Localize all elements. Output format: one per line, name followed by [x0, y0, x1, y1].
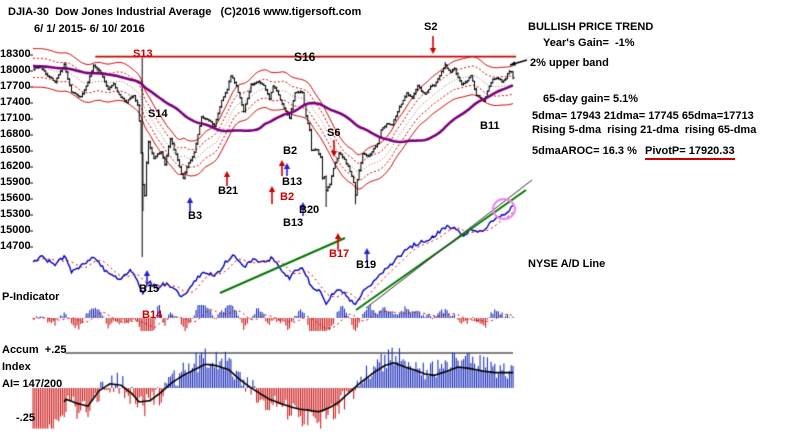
signal-label-b21-8: B21 — [218, 185, 239, 197]
pivot-value: PivotP= 17920.33 — [645, 146, 735, 160]
signal-label-b17-12: B17 — [329, 248, 350, 260]
y-axis-label: 15600 — [0, 192, 31, 204]
y-axis-label: 15300 — [0, 208, 31, 220]
ad-line-label: NYSE A/D Line — [528, 258, 606, 270]
y-axis-label: 15900 — [0, 176, 31, 188]
chart-title: DJIA-30 Dow Jones Industrial Average (C)… — [8, 6, 362, 18]
signal-label-b11-14: B11 — [480, 120, 500, 132]
y-axis-label: 14700 — [0, 240, 31, 252]
ai-value: AI= 147/200 — [2, 378, 63, 390]
signal-label-s6-5: S6 — [327, 127, 341, 139]
dma-rising: Rising 5-dma rising 21-dma rising 65-dma — [532, 124, 757, 136]
signal-label-b2-7: B2 — [280, 191, 295, 203]
y-axis-label: 16500 — [0, 144, 31, 156]
signal-label-s13-0: S13 — [133, 48, 153, 60]
upper-band-note: 2% upper band — [530, 57, 609, 69]
y-axis-label: 17100 — [0, 112, 31, 124]
gain-65day: 65-day gain= 5.1% — [543, 93, 639, 105]
y-axis-label: 15000 — [0, 224, 31, 236]
minus-25-label: -.25 — [16, 412, 35, 424]
y-axis-label: 17400 — [0, 96, 31, 108]
signal-label-s16-2: S16 — [294, 50, 316, 64]
trend-status: BULLISH PRICE TREND — [528, 21, 654, 33]
y-axis-label: 16800 — [0, 128, 31, 140]
p-indicator-label: P-Indicator — [2, 291, 60, 303]
signal-label-b14-16: B14 — [142, 309, 163, 321]
signal-label-b15-15: B15 — [139, 283, 160, 295]
index-label: Index — [2, 361, 31, 373]
y-axis-label: 18000 — [0, 64, 31, 76]
dma-values: 5dma= 17943 21dma= 17745 65dma=17713 — [532, 110, 754, 122]
signal-label-b13-6: B13 — [282, 176, 303, 188]
signal-label-b3-9: B3 — [188, 210, 203, 222]
signal-label-s2-1: S2 — [424, 21, 438, 33]
aroc-value: 5dmaAROC= 16.3 % — [532, 145, 637, 157]
signal-label-s14-3: S14 — [148, 108, 168, 120]
signal-label-b19-13: B19 — [356, 259, 377, 271]
signal-label-b13-11: B13 — [283, 217, 304, 229]
years-gain: Year's Gain= -1% — [543, 37, 635, 49]
signal-label-b2-4: B2 — [283, 145, 298, 157]
date-range: 6/ 1/ 2015- 6/ 10/ 2016 — [34, 23, 145, 35]
accum-label: Accum +.25 — [2, 344, 67, 356]
signal-label-b20-10: B20 — [299, 204, 320, 216]
y-axis-label: 17700 — [0, 80, 31, 92]
y-axis-label: 18300 — [0, 48, 31, 60]
y-axis-label: 16200 — [0, 160, 31, 172]
